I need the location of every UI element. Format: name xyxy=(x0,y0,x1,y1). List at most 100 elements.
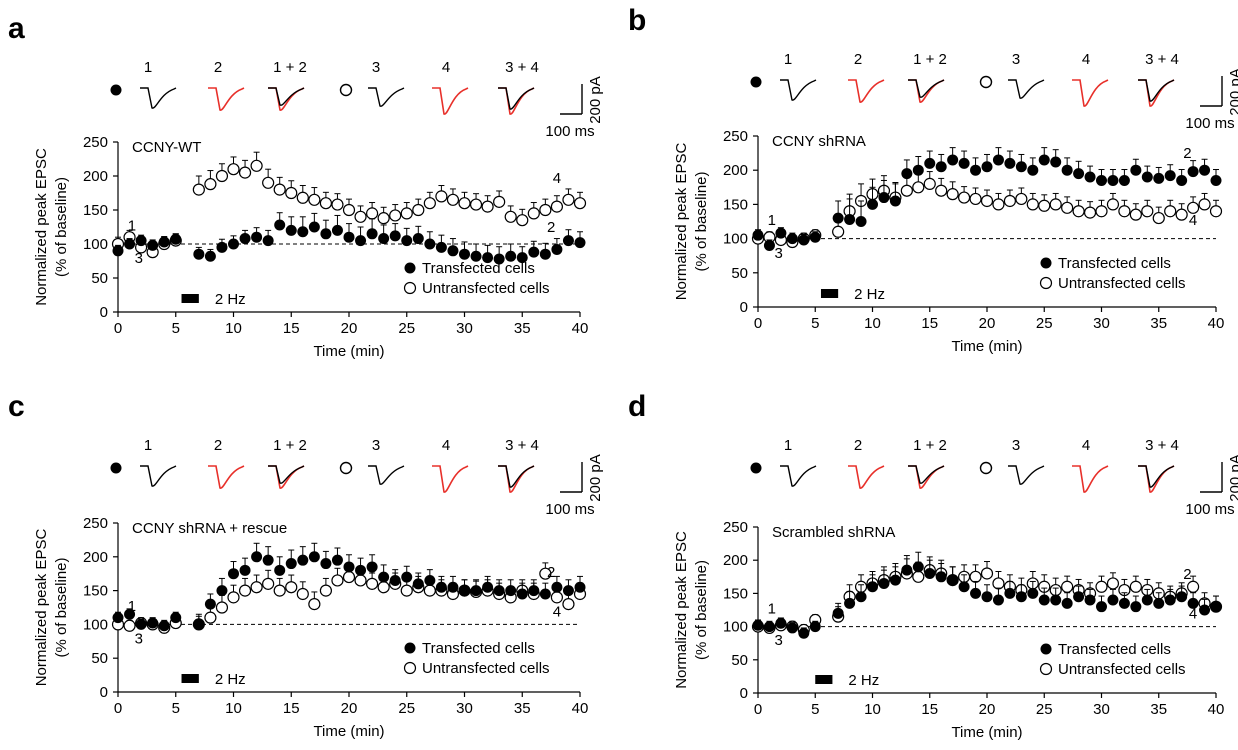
x-tick-label: 40 xyxy=(1208,701,1225,718)
y-tick-label: 250 xyxy=(723,128,748,145)
data-point-transfected xyxy=(924,157,936,169)
panel-letter: b xyxy=(628,4,646,37)
trace-label: 4 xyxy=(442,59,450,76)
untransfected-trace-marker xyxy=(339,83,353,97)
legend-label-transfected: Transfected cells xyxy=(422,260,535,277)
x-tick-label: 30 xyxy=(456,700,473,717)
data-point-untransfected xyxy=(342,570,356,584)
data-point-untransfected xyxy=(992,198,1005,211)
data-point-untransfected xyxy=(308,598,321,611)
y-tick-label: 200 xyxy=(83,168,108,185)
data-point-transfected xyxy=(844,213,856,225)
data-point-transfected xyxy=(1004,587,1016,599)
y-tick-label: 100 xyxy=(723,231,748,248)
trace-red xyxy=(432,465,469,493)
data-point-untransfected xyxy=(1095,580,1108,593)
data-point-transfected xyxy=(366,561,378,573)
x-tick-label: 35 xyxy=(1150,701,1167,718)
data-point-untransfected xyxy=(957,191,971,204)
trace-label: 1 + 2 xyxy=(273,59,307,76)
data-point-transfected xyxy=(947,574,959,586)
y-tick-label: 0 xyxy=(740,685,748,702)
x-tick-label: 0 xyxy=(754,701,762,718)
stimulus-label: 2 Hz xyxy=(848,672,879,689)
trace-red xyxy=(1072,465,1109,493)
data-point-untransfected xyxy=(550,200,564,213)
data-point-untransfected xyxy=(400,584,413,597)
data-point-untransfected xyxy=(238,166,252,179)
x-tick-label: 20 xyxy=(979,701,996,718)
data-point-transfected xyxy=(1073,591,1085,603)
data-point-transfected xyxy=(389,230,401,242)
trace-label: 3 + 4 xyxy=(505,437,539,454)
y-tick-label: 100 xyxy=(723,619,748,636)
x-axis-label: Time (min) xyxy=(951,724,1022,741)
data-point-transfected xyxy=(251,551,263,563)
data-point-transfected xyxy=(1199,164,1211,176)
y-axis-label: Normalized peak EPSC (% of baseline) xyxy=(673,531,710,689)
data-point-untransfected xyxy=(562,598,575,611)
data-point-transfected xyxy=(1199,604,1211,616)
data-point-untransfected xyxy=(262,176,275,189)
data-point-transfected xyxy=(1153,172,1165,184)
stimulus-label: 2 Hz xyxy=(215,671,246,688)
data-point-transfected xyxy=(124,238,136,250)
data-point-untransfected xyxy=(1061,580,1074,593)
trace-black-overlay xyxy=(498,465,535,488)
data-point-transfected xyxy=(958,581,970,593)
scale-bar-y-label: 200 pA xyxy=(1227,68,1238,116)
x-tick-label: 35 xyxy=(1150,315,1167,332)
data-point-untransfected xyxy=(1083,206,1097,219)
data-point-transfected xyxy=(401,571,413,583)
x-tick-label: 15 xyxy=(283,700,300,717)
series-transfected xyxy=(752,147,1222,251)
trace-label: 2 xyxy=(214,59,222,76)
trace-black xyxy=(368,465,405,485)
y-tick-label: 50 xyxy=(731,265,748,282)
x-tick-label: 5 xyxy=(811,315,819,332)
data-point-untransfected xyxy=(1152,211,1165,225)
data-point-transfected xyxy=(135,618,147,630)
data-point-transfected xyxy=(1153,597,1165,609)
scale-bar-y-label: 200 pA xyxy=(587,76,604,124)
data-point-untransfected xyxy=(331,574,344,587)
data-point-transfected xyxy=(308,551,320,563)
data-point-untransfected xyxy=(562,193,575,206)
data-point-transfected xyxy=(1164,170,1176,182)
trace-label: 3 + 4 xyxy=(1145,51,1179,68)
legend-marker-transfected xyxy=(404,262,416,274)
data-point-transfected xyxy=(752,619,764,631)
data-point-transfected xyxy=(889,574,901,586)
data-point-transfected xyxy=(435,241,447,253)
data-point-transfected xyxy=(935,161,947,173)
x-tick-label: 30 xyxy=(1093,315,1110,332)
data-point-untransfected xyxy=(992,577,1005,590)
data-point-transfected xyxy=(844,597,856,609)
data-point-transfected xyxy=(343,231,355,243)
data-point-transfected xyxy=(798,234,810,246)
trace-black xyxy=(368,87,405,107)
data-point-transfected xyxy=(763,621,775,633)
legend-label-untransfected: Untransfected cells xyxy=(422,660,550,677)
data-point-untransfected xyxy=(1106,577,1120,590)
trace-label: 3 xyxy=(372,437,380,454)
legend-marker-transfected xyxy=(1040,643,1052,655)
condition-title: Scrambled shRNA xyxy=(772,524,895,541)
trace-label: 4 xyxy=(442,437,450,454)
scale-bar-x-label: 100 ms xyxy=(1185,115,1234,132)
series-transfected xyxy=(112,212,586,265)
series-untransfected xyxy=(111,562,587,634)
y-tick-label: 250 xyxy=(83,134,108,151)
data-point-transfected xyxy=(1107,594,1119,606)
data-point-transfected xyxy=(297,226,309,238)
data-point-transfected xyxy=(424,574,436,586)
data-point-untransfected xyxy=(1141,205,1154,218)
legend-marker-untransfected xyxy=(1039,276,1053,290)
data-point-transfected xyxy=(562,585,574,597)
point-label: 3 xyxy=(135,250,143,267)
data-point-transfected xyxy=(505,585,517,597)
x-tick-label: 15 xyxy=(921,315,938,332)
data-point-transfected xyxy=(1118,174,1130,186)
